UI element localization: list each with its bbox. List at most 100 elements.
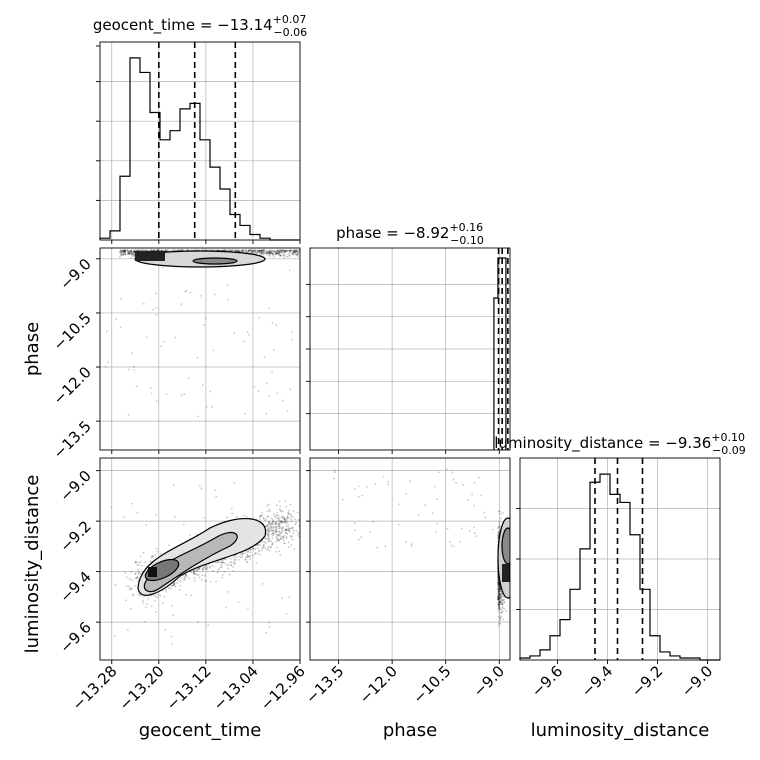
sample-point bbox=[498, 592, 500, 595]
sample-point bbox=[127, 250, 130, 253]
sample-point bbox=[249, 554, 252, 557]
sample-point bbox=[238, 250, 241, 252]
sample-point bbox=[278, 251, 281, 254]
sample-point bbox=[139, 555, 142, 557]
sample-point bbox=[497, 597, 500, 600]
sample-point bbox=[284, 528, 287, 530]
sample-point bbox=[499, 587, 502, 590]
sample-point bbox=[249, 551, 252, 554]
sample-point bbox=[106, 330, 108, 333]
sample-point bbox=[497, 581, 500, 584]
sample-point bbox=[287, 529, 290, 532]
sample-point bbox=[271, 250, 274, 252]
sample-point bbox=[267, 540, 270, 543]
sample-point bbox=[219, 566, 222, 569]
sample-point bbox=[498, 584, 501, 587]
sample-point bbox=[254, 547, 257, 550]
sample-point bbox=[233, 562, 236, 565]
sample-point bbox=[281, 597, 284, 600]
sample-point bbox=[271, 529, 274, 532]
sample-point bbox=[205, 580, 208, 583]
sample-point bbox=[214, 489, 217, 492]
sample-point bbox=[458, 540, 461, 543]
lumdist-histogram bbox=[519, 473, 720, 661]
sample-point bbox=[267, 546, 270, 548]
sample-point bbox=[497, 595, 500, 598]
sample-point bbox=[500, 594, 502, 597]
sample-point bbox=[294, 250, 297, 253]
lumdist-phase-samples bbox=[332, 468, 508, 627]
sample-point bbox=[483, 511, 486, 514]
sample-point bbox=[137, 593, 140, 596]
sample-point bbox=[497, 591, 500, 593]
sample-point bbox=[261, 250, 264, 253]
sample-point bbox=[260, 549, 263, 552]
sample-point bbox=[284, 529, 287, 532]
sample-point bbox=[150, 392, 153, 395]
sample-point bbox=[234, 249, 236, 252]
sample-point bbox=[223, 249, 226, 251]
sample-point bbox=[271, 252, 274, 255]
sample-point bbox=[272, 529, 274, 532]
sample-point bbox=[497, 589, 500, 592]
sample-point bbox=[158, 249, 161, 252]
sample-point bbox=[272, 525, 275, 528]
sample-point bbox=[280, 530, 283, 533]
sample-point bbox=[286, 255, 289, 258]
sample-point bbox=[174, 515, 176, 518]
x-tick-label: −9.0 bbox=[678, 662, 716, 700]
sample-point bbox=[269, 528, 272, 531]
sample-point bbox=[126, 249, 129, 252]
sample-point bbox=[247, 555, 250, 558]
sample-point bbox=[290, 536, 293, 539]
sample-point bbox=[268, 621, 270, 624]
sample-point bbox=[501, 603, 504, 605]
sample-point bbox=[262, 547, 264, 549]
sample-point bbox=[275, 530, 277, 533]
sample-point bbox=[127, 252, 130, 255]
sample-point bbox=[497, 597, 500, 600]
sample-point bbox=[341, 498, 344, 501]
sample-point bbox=[277, 524, 280, 527]
sample-point bbox=[278, 523, 281, 526]
sample-point bbox=[189, 291, 192, 294]
sample-point bbox=[246, 561, 249, 564]
sample-point bbox=[269, 526, 272, 529]
sample-point bbox=[129, 253, 132, 256]
sample-point bbox=[497, 585, 500, 588]
sample-point bbox=[139, 572, 142, 575]
sample-point bbox=[264, 538, 267, 540]
sample-point bbox=[291, 538, 294, 541]
sample-point bbox=[280, 251, 283, 254]
sample-point bbox=[283, 253, 286, 255]
sample-point bbox=[283, 256, 286, 259]
sample-point bbox=[237, 555, 240, 558]
sample-point bbox=[265, 382, 268, 385]
sample-point bbox=[228, 249, 231, 251]
sample-point bbox=[499, 593, 502, 596]
sample-point bbox=[275, 504, 278, 507]
sample-point bbox=[497, 588, 500, 591]
sample-point bbox=[121, 251, 123, 254]
sample-point bbox=[274, 529, 277, 532]
sample-point bbox=[498, 597, 501, 599]
sample-point bbox=[122, 252, 125, 255]
sample-point bbox=[197, 621, 199, 624]
sample-point bbox=[197, 568, 200, 571]
sample-point bbox=[283, 534, 286, 537]
sample-point bbox=[221, 561, 224, 564]
sample-point bbox=[193, 570, 195, 572]
lumdist-geocent-frame bbox=[99, 457, 301, 661]
sample-point bbox=[500, 594, 503, 597]
sample-point bbox=[397, 523, 400, 526]
sample-point bbox=[267, 526, 270, 529]
sample-point bbox=[294, 252, 296, 255]
sample-point bbox=[278, 253, 281, 256]
x-tick-label: −9.0 bbox=[470, 662, 508, 700]
sample-point bbox=[278, 530, 281, 533]
sample-point bbox=[280, 538, 283, 541]
sample-point bbox=[130, 588, 133, 591]
sample-point bbox=[222, 561, 225, 564]
sample-point bbox=[247, 249, 250, 252]
sample-point bbox=[220, 566, 223, 568]
